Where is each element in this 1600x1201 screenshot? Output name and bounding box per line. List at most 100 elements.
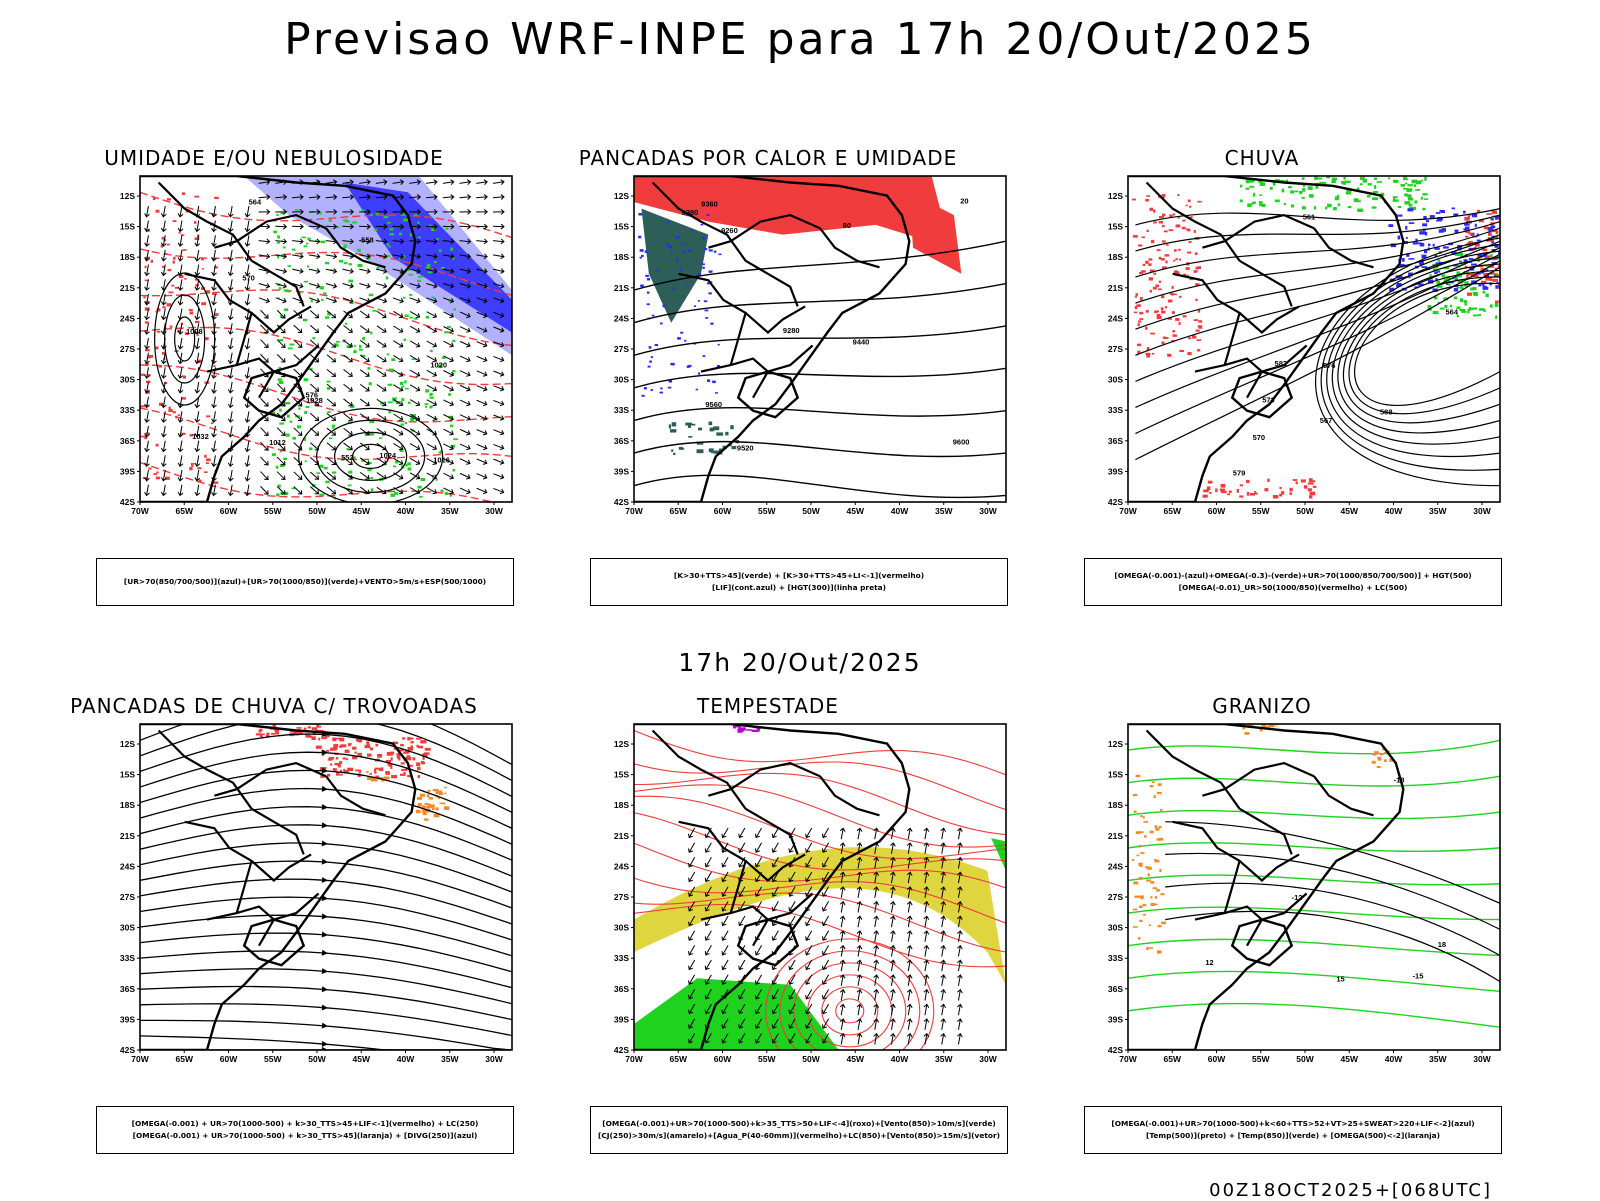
omega-blue-cell [1496, 281, 1499, 284]
thunder-red-cell [408, 737, 414, 740]
country-border [273, 892, 320, 921]
lat-tick-label: 39S [120, 1014, 135, 1024]
wind-vector [704, 901, 712, 912]
thunder-red-cell [380, 767, 384, 772]
humidity-green-cell [407, 401, 411, 405]
contour-label: 9260 [721, 226, 738, 235]
wind-vector [923, 930, 930, 942]
lif-blue-contour [676, 257, 679, 261]
omega-blue-cell [1495, 285, 1500, 289]
lat-tick-label: 42S [120, 1045, 135, 1055]
humidity-green-cell [285, 433, 290, 437]
panel-title: PANCADAS DE CHUVA C/ TROVOADAS [70, 694, 478, 718]
omega-orange-cell [1131, 859, 1135, 862]
humidity-red-cell [166, 303, 172, 307]
wind-vector [459, 238, 472, 245]
rain-red-cell [1138, 244, 1143, 247]
streamline [1135, 253, 1500, 409]
rain-red-cell [1188, 337, 1192, 340]
contour-label: 579 [1233, 468, 1246, 477]
rain-red-cell [1279, 493, 1283, 497]
humidity-red-cell [204, 454, 207, 458]
rain-red-cell [1151, 352, 1155, 355]
lif-blue-contour [702, 237, 706, 240]
wind-vector [144, 396, 150, 409]
thunder-red-cell [332, 747, 337, 751]
humidity-green-cell [404, 421, 407, 425]
humidity-green-cell [324, 316, 330, 319]
wind-vector [409, 268, 421, 274]
lat-tick-label: 15S [614, 770, 629, 780]
omega-green-cell [1415, 188, 1421, 191]
thunder-red-cell [396, 753, 401, 757]
omega-orange-cell [1150, 896, 1153, 899]
wind-vector [177, 220, 184, 233]
omega-blue-cell [1498, 250, 1500, 255]
wind-vector [342, 179, 355, 186]
cyclone-contour [821, 986, 879, 1036]
omega-green-cell [1288, 186, 1292, 189]
lon-tick-label: 60W [1208, 1054, 1226, 1064]
temp850-contour [1128, 906, 1500, 921]
wind-vector [890, 1018, 896, 1030]
humidity-green-cell [305, 405, 310, 409]
humidity-green-cell [403, 218, 409, 222]
streamline-850 [634, 784, 1006, 848]
lon-tick-label: 30W [979, 506, 997, 516]
humidity-green-cell [446, 326, 451, 329]
country-border [1238, 305, 1300, 334]
humidity-green-cell [420, 478, 426, 482]
omega-green-cell [1412, 206, 1417, 211]
rain-red-cell [1155, 284, 1159, 288]
humidity-green-cell [407, 462, 411, 466]
omega-blue-cell [1434, 254, 1438, 258]
omega-green-cell [1404, 178, 1409, 181]
country-border [206, 905, 276, 947]
wind-vector [856, 1018, 863, 1030]
omega-green-cell [1461, 310, 1467, 313]
humidity-green-cell [374, 228, 378, 232]
humidity-green-cell [319, 211, 322, 215]
legend-line: [OMEGA(-0.001)-(azul)+OMEGA(-0.3)-(verde… [1114, 571, 1472, 580]
wind-vector [426, 311, 438, 319]
rain-red-cell [1173, 270, 1179, 274]
wind-vector [194, 425, 201, 438]
wind-vector [923, 1032, 930, 1045]
wind-vector [359, 325, 370, 333]
wind-vector [754, 1018, 763, 1029]
wind-vector [293, 486, 303, 495]
lif-blue-contour [697, 273, 702, 276]
omega-green-cell [1443, 266, 1450, 270]
omega-orange-cell [1155, 827, 1160, 831]
wind-vector [476, 414, 488, 421]
rain-red-cell [1220, 490, 1227, 494]
rain-red-cell [1479, 265, 1484, 268]
thunder-red-cell [374, 771, 377, 774]
wind-vector [375, 208, 388, 215]
wind-vector [359, 310, 370, 319]
thunder-red-cell [375, 743, 379, 747]
thunder-red-cell [400, 743, 404, 747]
omega-green-cell [1459, 298, 1464, 303]
lat-tick-label: 18S [120, 800, 135, 810]
humidity-red-cell [177, 414, 180, 416]
humidity-red-cell [140, 405, 146, 408]
omega-blue-cell [1491, 241, 1495, 244]
humidity-green-cell [332, 425, 335, 429]
country-border [214, 213, 327, 249]
wind-vector [493, 385, 505, 392]
omega-orange-cell [1242, 726, 1246, 730]
omega-green-cell [1353, 198, 1359, 201]
coastline [1128, 724, 1405, 1050]
wind-vector [839, 988, 846, 1001]
wind-vector [177, 411, 184, 423]
lon-tick-label: 45W [353, 1054, 371, 1064]
thunder-red-cell [374, 775, 380, 779]
thunder-red-cell [402, 737, 406, 740]
thunder-red-cell [417, 775, 421, 779]
wind-vector [957, 988, 963, 1001]
omega-orange-cell [1135, 831, 1141, 834]
humidity-red-cell [178, 231, 181, 234]
humidity-green-cell [286, 414, 290, 418]
